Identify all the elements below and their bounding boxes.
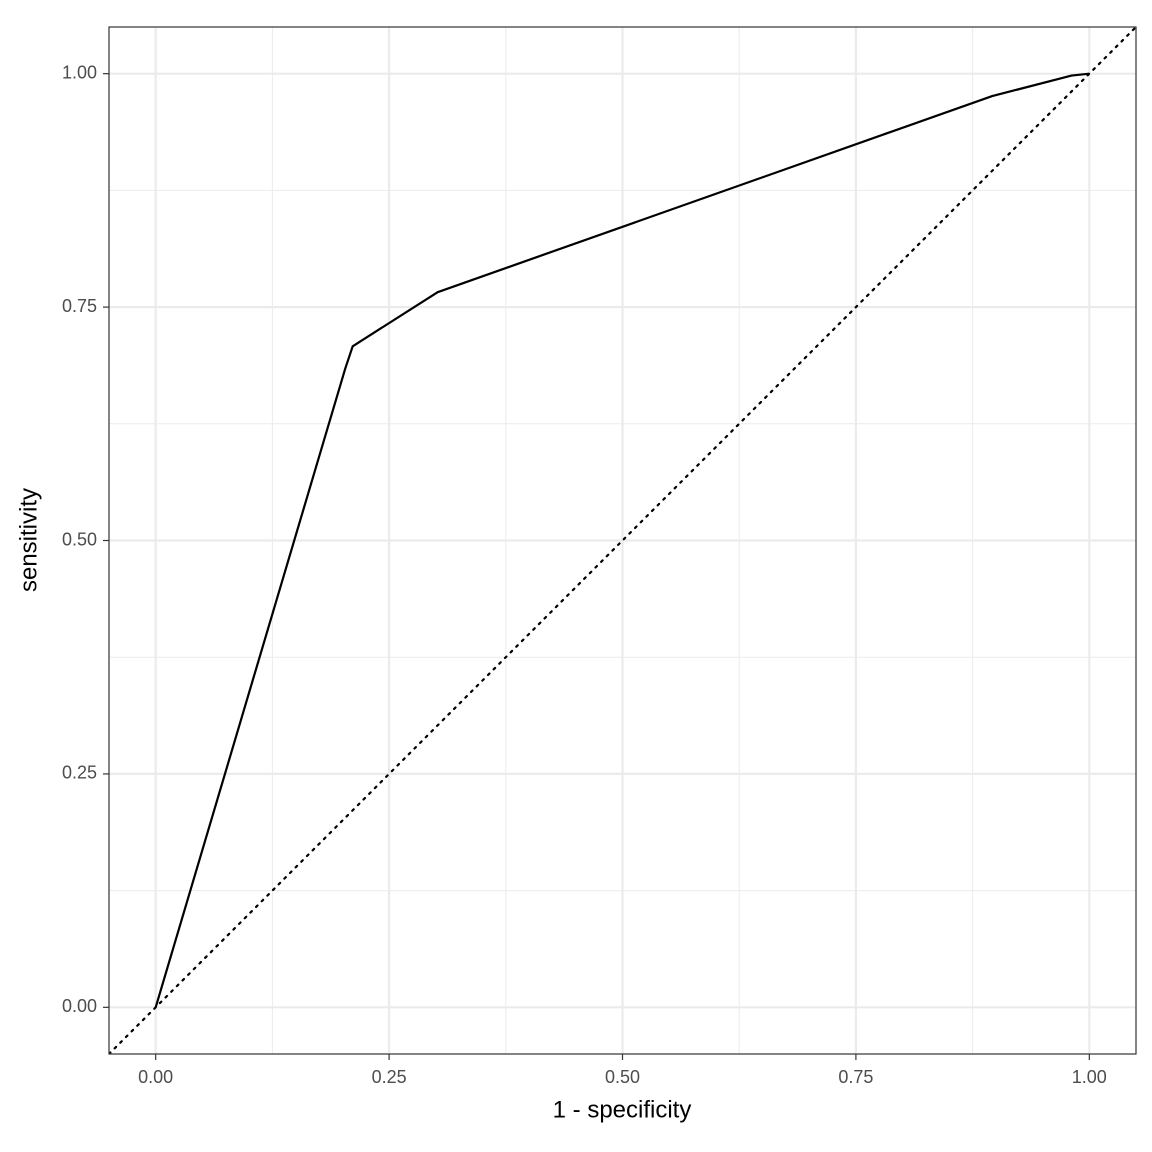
panel-border xyxy=(108,26,1137,1055)
x-tick-label: 0.75 xyxy=(838,1067,873,1087)
x-tick-label: 0.25 xyxy=(372,1067,407,1087)
y-axis-title: sensitivity xyxy=(15,488,42,592)
y-tick-label: 0.75 xyxy=(62,296,97,316)
y-tick-label: 0.50 xyxy=(62,529,97,549)
y-tick-label: 1.00 xyxy=(62,62,97,82)
x-axis-title: 1 - specificity xyxy=(553,1096,692,1123)
y-tick-label: 0.25 xyxy=(62,763,97,783)
y-tick-label: 0.00 xyxy=(62,996,97,1016)
reference-line xyxy=(109,27,1136,1054)
x-tick-label: 1.00 xyxy=(1072,1067,1107,1087)
x-tick-label: 0.00 xyxy=(138,1067,173,1087)
roc-curve xyxy=(154,72,1090,1008)
x-tick-label: 0.50 xyxy=(605,1067,640,1087)
